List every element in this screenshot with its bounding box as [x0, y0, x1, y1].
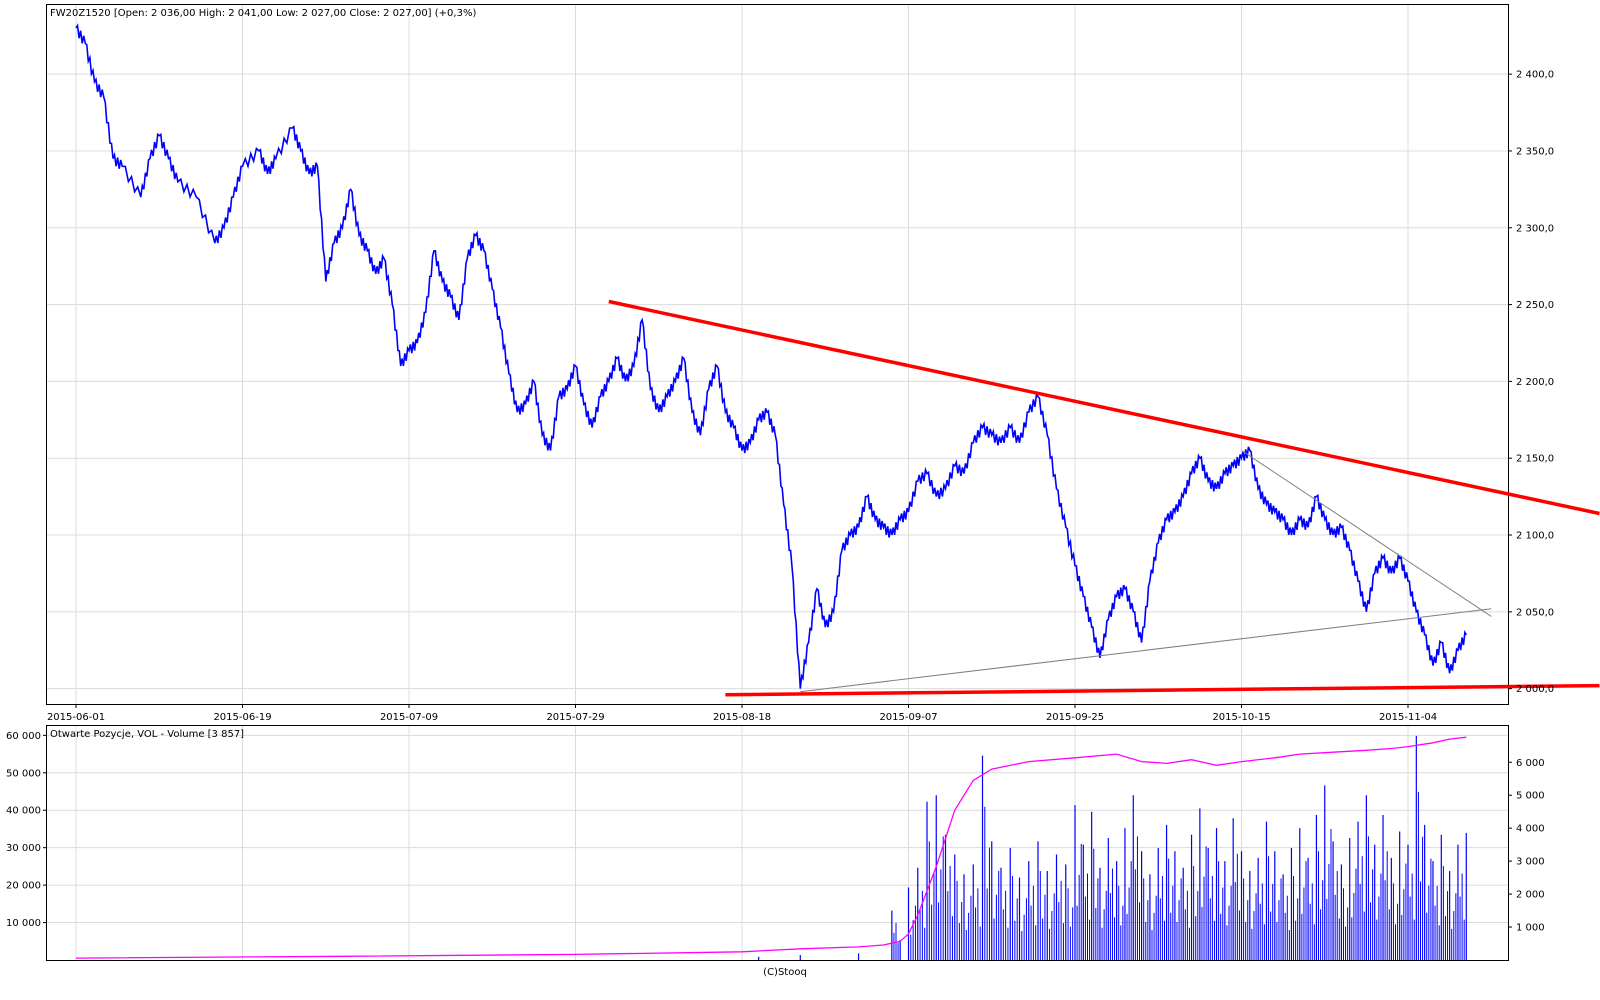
volume-y-tick-label-left: 10 000 [6, 918, 41, 929]
price-grid [47, 5, 1508, 704]
volume-y-tick-label-right: 3 000 [1516, 857, 1545, 868]
volume-y-tick-label-left: 40 000 [6, 806, 41, 817]
volume-chart-title: Otwarte Pozycje, VOL - Volume [3 857] [50, 729, 244, 740]
volume-y-tick-label-right: 5 000 [1516, 791, 1545, 802]
volume-y-tick-label-right: 1 000 [1516, 923, 1545, 934]
price-y-tick-label: 2 100,0 [1516, 531, 1554, 542]
price-y-tick-label: 2 350,0 [1516, 146, 1554, 157]
price-y-tick-label: 2 400,0 [1516, 70, 1554, 81]
red-trendline [725, 683, 1600, 697]
volume-y-tick-label-left: 50 000 [6, 768, 41, 779]
price-trendlines [608, 299, 1600, 697]
price-x-tick-label: 2015-07-09 [380, 712, 438, 723]
open-interest-line [75, 736, 1467, 959]
price-x-axis: 2015-06-01 2015-06-19 2015-07-09 2015-07-29… [47, 704, 1437, 723]
price-x-tick-label: 2015-06-01 [47, 712, 105, 723]
price-x-tick-label: 2015-09-07 [879, 712, 937, 723]
grey-trendline [1241, 450, 1492, 617]
volume-y-axis-right: 1 000 2 000 3 000 4 000 5 000 6 000 [1508, 758, 1545, 934]
price-y-tick-label: 2 050,0 [1516, 607, 1554, 618]
volume-y-tick-label-left: 20 000 [6, 881, 41, 892]
price-y-axis: 2 000,0 2 050,0 2 100,0 2 150,0 2 200,0 2 250… [1508, 70, 1554, 695]
price-x-tick-label: 2015-10-15 [1212, 712, 1270, 723]
price-chart-title: FW20Z1520 [Open: 2 036,00 High: 2 041,00… [50, 8, 476, 19]
volume-bars [758, 735, 1467, 960]
volume-y-tick-label-left: 60 000 [6, 731, 41, 742]
footer-credit: (C)Stooq [763, 967, 807, 978]
price-x-tick-label: 2015-08-18 [713, 712, 771, 723]
price-panel-frame [46, 4, 1509, 705]
price-y-tick-label: 2 150,0 [1516, 454, 1554, 465]
price-x-tick-label: 2015-09-25 [1046, 712, 1104, 723]
red-trendline [608, 299, 1600, 516]
price-x-tick-label: 2015-06-19 [213, 712, 271, 723]
price-y-tick-label: 2 000,0 [1516, 684, 1554, 695]
price-y-tick-label: 2 250,0 [1516, 300, 1554, 311]
volume-panel-frame [46, 725, 1509, 961]
price-series [75, 23, 1467, 689]
price-series-line [75, 23, 1467, 689]
volume-y-tick-label-right: 2 000 [1516, 890, 1545, 901]
volume-y-axis-left: 10 000 20 000 30 000 40 000 50 000 60 000 [6, 731, 47, 929]
open-interest-path [75, 736, 1467, 959]
price-x-tick-label: 2015-07-29 [546, 712, 604, 723]
price-x-tick-label: 2015-11-04 [1379, 712, 1437, 723]
price-y-tick-label: 2 200,0 [1516, 377, 1554, 388]
volume-y-tick-label-right: 4 000 [1516, 824, 1545, 835]
volume-y-tick-label-right: 6 000 [1516, 758, 1545, 769]
volume-y-tick-label-left: 30 000 [6, 843, 41, 854]
price-y-tick-label: 2 300,0 [1516, 223, 1554, 234]
volume-grid [47, 726, 1508, 960]
grey-trendline [800, 608, 1492, 693]
